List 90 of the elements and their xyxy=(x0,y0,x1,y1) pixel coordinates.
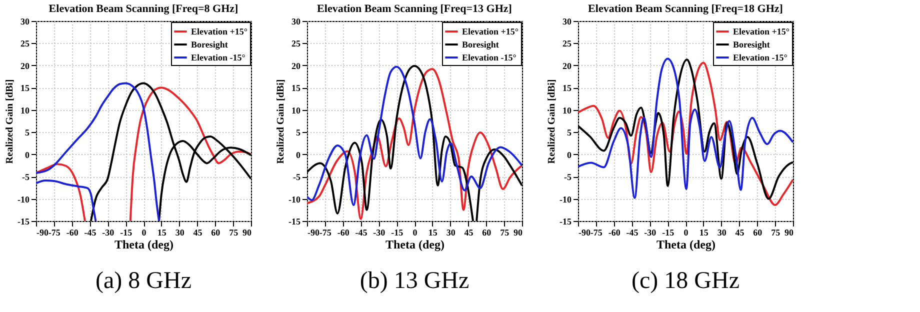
x-tick-label: -45 xyxy=(355,228,368,238)
chart-title: Elevation Beam Scanning [Freq=13 GHz] xyxy=(317,3,512,15)
y-tick-label: 30 xyxy=(292,16,301,26)
y-tick-label: 15 xyxy=(20,83,30,94)
x-tick-label: 45 xyxy=(464,228,474,238)
text: (c) 18 GHz xyxy=(632,268,740,294)
y-tick-label: 15 xyxy=(562,83,572,94)
x-tick-label: -30 xyxy=(644,228,657,238)
legend-label: Elevation +15° xyxy=(191,26,248,36)
x-tick-label: -30 xyxy=(373,228,386,238)
x-tick-label: -90 xyxy=(36,228,49,238)
x-tick-label: -15 xyxy=(391,228,404,238)
text: (b) 13 GHz xyxy=(360,268,470,294)
y-tick-label: 0 xyxy=(296,150,301,160)
x-tick-label: 90 xyxy=(242,228,252,238)
legend-label: Elevation -15° xyxy=(191,52,246,62)
x-axis-title: Theta (deg) xyxy=(114,238,174,252)
y-tick-label: 30 xyxy=(20,16,30,26)
y-tick-label: 25 xyxy=(20,38,30,49)
x-tick-label: 60 xyxy=(753,228,763,238)
y-tick-label: 15 xyxy=(292,83,301,94)
x-tick-label: 45 xyxy=(735,228,745,238)
x-tick-label: -90 xyxy=(308,228,320,238)
x-tick-label: -60 xyxy=(66,228,79,238)
x-tick-label: 0 xyxy=(684,228,689,238)
legend-label: Elevation -15° xyxy=(462,52,517,62)
x-tick-label: 15 xyxy=(699,228,709,238)
y-tick-label: 10 xyxy=(292,105,301,116)
y-tick-label: 20 xyxy=(20,60,30,71)
y-tick-label: -10 xyxy=(560,194,572,204)
x-tick-label: 60 xyxy=(482,228,492,238)
x-tick-label: -90 xyxy=(578,228,591,238)
y-tick-label: 5 xyxy=(567,128,572,138)
chart-title: Elevation Beam Scanning [Freq=18 GHz] xyxy=(588,3,783,15)
y-tick-label: 30 xyxy=(562,16,572,26)
y-tick-label: 10 xyxy=(562,105,572,116)
x-tick-label: 90 xyxy=(784,228,794,238)
y-tick-label: 5 xyxy=(296,128,301,138)
y-tick-label: -5 xyxy=(564,172,572,182)
x-tick-label: -15 xyxy=(120,228,133,238)
x-tick-label: 60 xyxy=(211,228,221,238)
x-tick-label: 30 xyxy=(717,228,727,238)
x-tick-label: 90 xyxy=(514,228,523,238)
y-axis-title: Realized Gain [dBi] xyxy=(276,79,287,164)
legend-label: Boresight xyxy=(191,40,228,50)
x-axis-title: Theta (deg) xyxy=(656,238,716,252)
y-tick-label: 25 xyxy=(292,38,301,49)
x-tick-label: -60 xyxy=(337,228,350,238)
x-tick-label: -75 xyxy=(48,228,61,238)
y-tick-label: 0 xyxy=(25,150,30,160)
y-tick-label: 20 xyxy=(562,60,572,71)
x-tick-label: 45 xyxy=(193,228,203,238)
y-tick-label: -10 xyxy=(288,194,301,204)
y-tick-label: -5 xyxy=(22,172,30,182)
x-tick-label: -75 xyxy=(319,228,332,238)
x-tick-label: 15 xyxy=(157,228,167,238)
legend-label: Elevation +15° xyxy=(462,26,519,36)
y-axis-title: Realized Gain [dBi] xyxy=(4,79,16,164)
x-axis-title: Theta (deg) xyxy=(386,238,444,252)
x-tick-label: 15 xyxy=(428,228,438,238)
legend-label: Boresight xyxy=(733,40,770,50)
y-tick-label: -15 xyxy=(18,216,30,226)
legend-label: Boresight xyxy=(462,40,499,50)
x-tick-label: -45 xyxy=(84,228,97,238)
x-tick-label: 0 xyxy=(412,228,418,238)
x-tick-label: 30 xyxy=(446,228,456,238)
y-tick-label: -15 xyxy=(560,216,572,226)
y-tick-label: 10 xyxy=(20,105,30,116)
legend-label: Elevation +15° xyxy=(733,26,790,36)
x-tick-label: -60 xyxy=(608,228,621,238)
text: (a) 8 GHz xyxy=(96,268,192,294)
chart-title: Elevation Beam Scanning [Freq=8 GHz] xyxy=(48,3,238,15)
x-tick-label: 30 xyxy=(175,228,185,238)
y-tick-label: 0 xyxy=(567,150,572,160)
x-tick-label: -75 xyxy=(590,228,603,238)
y-tick-label: 25 xyxy=(562,38,572,49)
x-tick-label: 75 xyxy=(500,228,510,238)
x-tick-label: 0 xyxy=(142,228,147,238)
y-tick-label: 5 xyxy=(25,128,30,138)
x-tick-label: -15 xyxy=(662,228,675,238)
x-tick-label: 75 xyxy=(771,228,781,238)
y-tick-label: -10 xyxy=(18,194,30,204)
x-tick-label: -45 xyxy=(626,228,639,238)
y-tick-label: 20 xyxy=(292,60,301,71)
y-tick-label: -5 xyxy=(293,172,301,182)
y-axis-title: Realized Gain [dBi] xyxy=(546,79,558,164)
x-tick-label: 75 xyxy=(229,228,239,238)
legend-label: Elevation -15° xyxy=(733,52,788,62)
y-tick-label: -15 xyxy=(288,216,301,226)
x-tick-label: -30 xyxy=(102,228,115,238)
